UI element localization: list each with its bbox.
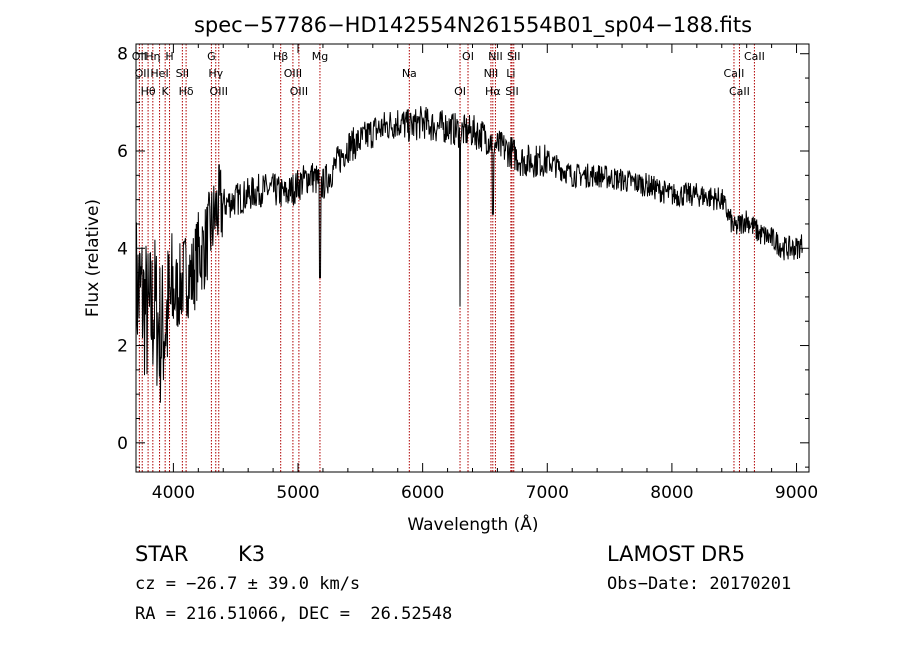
line-label: H (165, 50, 173, 63)
line-label: G (207, 50, 216, 63)
redshift-cz: cz = −26.7 ± 39.0 km/s (135, 574, 361, 594)
line-label: Hη (145, 50, 160, 63)
line-label: Hδ (179, 85, 194, 98)
line-label: NII (488, 50, 503, 63)
chart-title: spec−57786−HD142554N261554B01_sp04−188.f… (194, 13, 752, 38)
line-label: SII (176, 67, 189, 80)
y-tick-label: 6 (117, 142, 128, 162)
y-tick-label: 8 (117, 45, 128, 65)
spectrum-series (135, 106, 803, 403)
line-label: Hγ (208, 67, 223, 80)
y-axis-label: Flux (relative) (83, 199, 103, 317)
line-label: OII (135, 67, 150, 80)
y-tick-label: 2 (117, 337, 128, 357)
plot-frame (135, 43, 810, 473)
observation-date: Obs−Date: 20170201 (607, 574, 792, 594)
line-label: K (162, 85, 170, 98)
x-tick-label: 4000 (152, 483, 195, 503)
line-label: OI (454, 85, 466, 98)
object-subclass: K3 (238, 542, 266, 566)
line-label: OIII (210, 85, 228, 98)
line-label: OIII (290, 85, 308, 98)
spectrum-line (135, 106, 803, 403)
x-tick-label: 8000 (650, 483, 693, 503)
spectral-line-labels: OIIOIIHθHηHeIKHSIIHδGHγOIIIHβOIIIOIIIMgN… (132, 50, 765, 98)
x-axis: 4000 5000 6000 7000 8000 9000 (152, 44, 818, 503)
line-label: CaII (724, 67, 745, 80)
line-label: Mg (312, 50, 328, 63)
x-tick-label: 5000 (276, 483, 319, 503)
survey-name: LAMOST DR5 (607, 542, 746, 566)
line-label: OIII (284, 67, 302, 80)
ra-dec: RA = 216.51066, DEC = 26.52548 (135, 604, 453, 624)
line-label: Hθ (141, 85, 156, 98)
y-axis: 0 2 4 6 8 (117, 45, 809, 468)
line-label: CaII (729, 85, 750, 98)
line-label: OI (462, 50, 474, 63)
y-tick-label: 4 (117, 239, 128, 259)
line-label: CaII (744, 50, 765, 63)
line-label: SII (507, 50, 520, 63)
line-label: Na (402, 67, 417, 80)
x-tick-label: 9000 (775, 483, 818, 503)
line-label: Li (506, 67, 515, 80)
y-tick-label: 0 (117, 434, 128, 454)
x-tick-label: 7000 (526, 483, 569, 503)
line-label: Hα (485, 85, 501, 98)
x-axis-label: Wavelength (Å) (407, 513, 538, 535)
line-label: NII (484, 67, 499, 80)
object-class: STAR (135, 542, 189, 566)
line-label: SII (505, 85, 518, 98)
line-label: Hβ (273, 50, 288, 63)
line-label: HeI (150, 67, 168, 80)
spectral-line-markers (138, 44, 755, 472)
x-tick-label: 6000 (401, 483, 444, 503)
